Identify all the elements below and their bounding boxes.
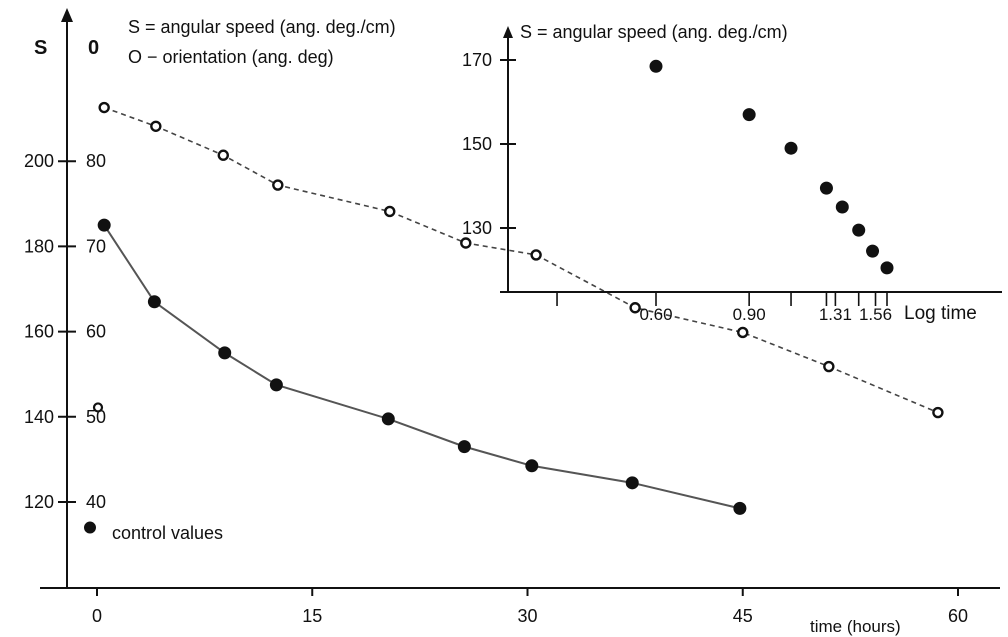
main-x-tick-label: 30 [517,606,537,626]
s-data-point [525,459,539,473]
inset-x-tick-label: 0.90 [733,305,766,324]
inset-data-point [819,181,833,195]
inset-y-tick-label: 170 [462,50,492,70]
s-data-point [625,476,639,490]
inset-y-tick-label: 130 [462,218,492,238]
main-s-tick-label: 160 [24,322,54,342]
inset-data-point [784,141,798,155]
o-data-point [98,101,110,114]
o-data-point [737,326,749,339]
main-series [97,101,944,515]
inset-data-point [649,59,663,73]
o-data-point [217,149,229,161]
main-o-tick-label: 70 [86,236,106,256]
main-x-tick-label: 45 [733,606,753,626]
s-data-point [457,440,471,454]
legend-s-text: S = angular speed (ang. deg./cm) [128,17,396,37]
main-s-tick-label: 120 [24,492,54,512]
s-axis-label: S [34,37,47,59]
o-data-point [530,249,542,261]
main-x-ticks: 0 15 30 45 60 [92,588,968,626]
inset-x-tick-label: 1.56 [859,305,892,324]
legend-o-text: O − orientation (ang. deg) [128,47,334,67]
main-o-tick-label: 50 [86,407,106,427]
s-data-point [97,218,111,232]
o-data-point [272,179,284,191]
inset-y-tick-label: 150 [462,134,492,154]
inset-x-tick-label: 1.31 [819,305,852,324]
o-data-point [460,237,472,249]
s-data-point [733,501,747,515]
s-data-point [218,346,232,360]
main-s-tick-label: 140 [24,407,54,427]
o-data-point [932,406,944,419]
control-s-marker [84,521,96,534]
s-data-point [269,378,283,392]
control-values-label: control values [112,523,223,543]
s-data-point [381,412,395,426]
s-data-point [147,295,161,309]
o-data-point [823,360,835,373]
main-x-tick-label: 60 [948,606,968,626]
main-o-tick-label: 80 [86,151,106,171]
o-data-point [629,302,641,314]
main-x-tick-label: 0 [92,606,102,626]
main-y-axis-arrow [61,8,73,22]
inset-y-axis-arrow [503,26,513,38]
main-o-tick-label: 40 [86,492,106,512]
o-axis-label: 0 [88,37,99,59]
inset-points [649,59,894,275]
o-series-line [103,106,939,414]
main-chart: S 0 S = angular speed (ang. deg./cm) O −… [24,8,1000,636]
inset-data-point [835,200,849,214]
o-data-point [384,205,396,218]
s-series-line [103,224,741,510]
inset-chart: S = angular speed (ang. deg./cm) Log tim… [462,22,1002,324]
main-x-tick-label: 15 [302,606,322,626]
main-o-tick-label: 60 [86,322,106,342]
main-y-ticks: 200 180 160 140 120 80 70 60 50 40 [24,151,106,512]
inset-data-point [866,244,880,258]
main-s-tick-label: 180 [24,236,54,256]
inset-x-tick-label: 0.60 [639,305,672,324]
inset-x-ticks: 0.60 0.90 1.31 1.56 [556,292,892,324]
main-x-axis-label: time (hours) [810,617,901,636]
inset-data-point [742,108,756,122]
inset-data-point [852,223,866,237]
control-o-marker [92,402,104,413]
inset-x-axis-label: Log time [904,303,977,324]
o-data-point [150,120,162,132]
inset-data-point [880,261,894,275]
inset-y-ticks: 170 150 130 [462,50,516,238]
main-s-tick-label: 200 [24,151,54,171]
inset-legend: S = angular speed (ang. deg./cm) [520,22,788,42]
